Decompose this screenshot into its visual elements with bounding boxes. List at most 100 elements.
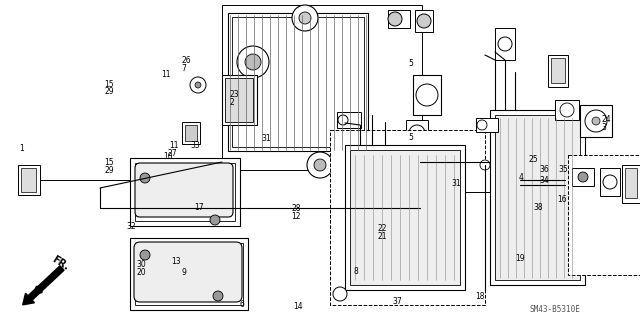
Text: 37: 37 [392,297,402,306]
Bar [555,100,579,120]
Text: 20: 20 [136,268,146,277]
Text: 34: 34 [540,176,549,185]
Text: 7: 7 [181,64,186,73]
Bar [600,168,620,196]
Text: 15: 15 [104,80,114,89]
Circle shape [140,173,150,183]
Circle shape [299,12,311,24]
Text: 14: 14 [293,302,303,311]
Text: 8: 8 [353,267,358,276]
FancyArrow shape [22,266,64,305]
Text: 36: 36 [540,165,549,174]
Bar [388,10,410,28]
Bar [337,112,361,128]
Bar [548,55,568,87]
Text: 4: 4 [518,173,524,182]
Text: 10: 10 [163,152,173,161]
Text: 9: 9 [181,268,186,277]
Bar [130,158,240,226]
Circle shape [245,54,261,70]
Bar [330,130,485,305]
Text: 38: 38 [533,203,543,212]
Circle shape [409,125,425,141]
Bar [232,17,364,147]
Text: 12: 12 [291,212,301,221]
Text: 5: 5 [408,59,413,68]
Text: 23: 23 [229,90,239,99]
Bar [222,75,257,125]
FancyBboxPatch shape [135,163,233,217]
Bar [135,163,235,221]
Bar [182,122,200,144]
Text: 32: 32 [126,222,136,231]
Circle shape [416,84,438,106]
Bar [495,115,580,280]
Bar [413,75,441,115]
Circle shape [195,82,201,88]
Text: 33: 33 [191,141,200,150]
Circle shape [417,14,431,28]
Circle shape [307,152,333,178]
Bar [345,145,465,290]
Circle shape [338,115,348,125]
Text: 31: 31 [451,179,461,188]
Bar [225,78,253,122]
Text: 3: 3 [602,123,607,132]
Bar [490,110,585,285]
Text: 22: 22 [378,224,387,233]
Bar [568,155,640,275]
Circle shape [314,159,326,171]
Text: 30: 30 [136,260,146,269]
Bar [228,13,368,151]
Text: 24: 24 [602,115,611,124]
Circle shape [388,12,402,26]
Circle shape [578,172,588,182]
Bar [625,168,637,198]
Bar [185,125,197,141]
Circle shape [190,77,206,93]
Text: 2: 2 [229,98,234,107]
Text: 31: 31 [261,134,271,143]
Bar [18,165,40,195]
Circle shape [498,37,512,51]
Text: 11: 11 [170,141,179,150]
Bar [21,168,36,192]
Circle shape [477,120,487,130]
Bar [415,10,433,32]
Bar [476,118,498,132]
Bar [406,120,428,150]
Bar [350,150,460,285]
Text: 13: 13 [172,257,181,266]
Text: FR.: FR. [50,254,70,272]
Text: 28: 28 [291,204,301,213]
Circle shape [560,103,574,117]
Text: 1: 1 [19,144,24,153]
Circle shape [292,5,318,31]
Bar [551,58,565,83]
Text: 19: 19 [515,254,525,263]
Bar [572,168,594,186]
Text: 29: 29 [104,87,114,96]
Circle shape [210,215,220,225]
Text: 11: 11 [161,70,171,79]
Circle shape [333,287,347,301]
Bar [580,105,612,137]
Text: SM43-B5310E: SM43-B5310E [530,306,581,315]
Circle shape [603,175,617,189]
Circle shape [140,250,150,260]
Text: 25: 25 [529,155,538,164]
Bar [222,5,422,170]
Bar [130,238,248,310]
Text: 29: 29 [104,166,114,175]
Text: 21: 21 [378,232,387,241]
Text: 6: 6 [240,300,245,309]
Circle shape [592,117,600,125]
FancyBboxPatch shape [134,242,242,302]
Text: 27: 27 [168,149,177,158]
Bar [495,28,515,60]
Circle shape [213,291,223,301]
Text: 5: 5 [408,133,413,142]
Text: 16: 16 [557,195,566,204]
Text: 18: 18 [475,292,484,301]
Text: 17: 17 [194,204,204,212]
